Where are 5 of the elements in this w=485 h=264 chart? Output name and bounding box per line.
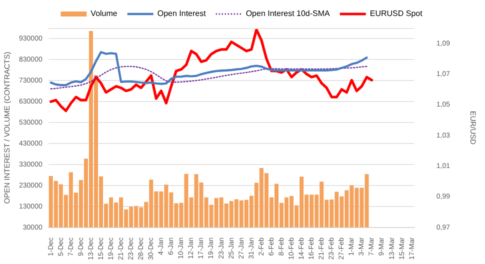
- legend-label: Volume: [90, 9, 118, 18]
- legend-label: EURUSD Spot: [370, 9, 424, 18]
- legend-label: Open Interest: [157, 9, 207, 18]
- line-series: [50, 66, 368, 90]
- legend-label: Open Interest 10d-SMA: [246, 9, 331, 18]
